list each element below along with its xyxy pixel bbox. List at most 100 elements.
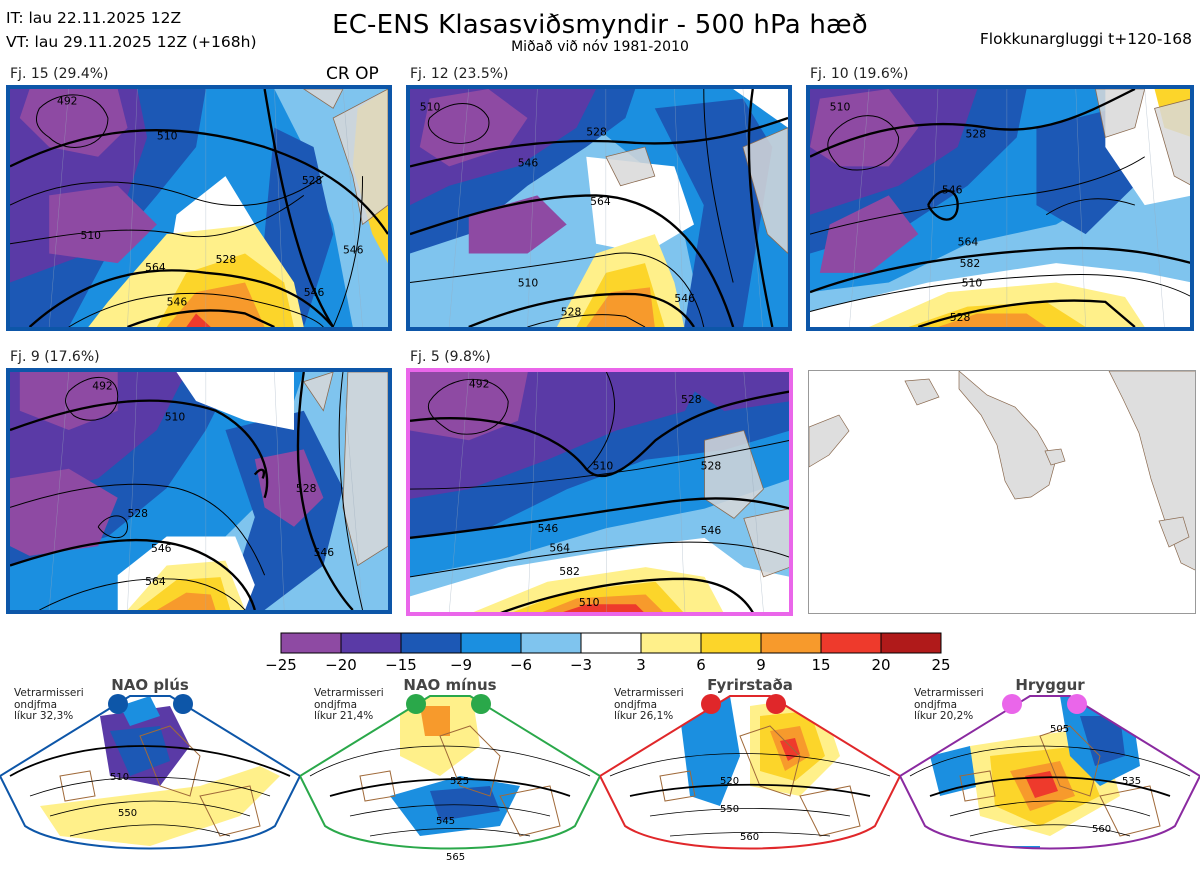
height-contour bbox=[263, 89, 335, 327]
graticule-line bbox=[127, 89, 138, 327]
height-contour bbox=[810, 246, 1190, 294]
contour-label: 546 bbox=[304, 286, 325, 299]
regime-marker-dot bbox=[406, 694, 426, 714]
height-contour bbox=[410, 440, 789, 490]
contour-label: 510 bbox=[579, 596, 600, 609]
anomaly-band bbox=[810, 89, 919, 167]
contour-label: 582 bbox=[960, 257, 981, 270]
graticule-line bbox=[342, 372, 363, 610]
regime-note: Vetrarmisseri ondjfma líkur 21,4% bbox=[314, 687, 384, 722]
graticule-line bbox=[449, 372, 470, 612]
graticule-line bbox=[674, 89, 685, 327]
regime-contour-label: 560 bbox=[740, 832, 759, 843]
height-contour bbox=[468, 292, 695, 327]
contour-label: 546 bbox=[518, 156, 539, 169]
graticule-line bbox=[48, 89, 70, 327]
graticule-line bbox=[274, 89, 285, 327]
colorbar-swatch bbox=[700, 632, 762, 654]
regime-marker-dot bbox=[1002, 694, 1022, 714]
landmass bbox=[743, 508, 789, 578]
height-contour bbox=[827, 115, 900, 171]
height-contour bbox=[10, 538, 256, 610]
regime-marker-dot bbox=[701, 694, 721, 714]
colorbar-tick-label: 3 bbox=[636, 656, 646, 674]
contour-label: 528 bbox=[302, 174, 323, 187]
contour-label: 528 bbox=[586, 125, 607, 138]
regime-contour bbox=[649, 808, 851, 817]
regime-marker-dot bbox=[173, 694, 193, 714]
init-time: IT: lau 22.11.2025 12Z bbox=[6, 9, 182, 27]
height-contour bbox=[410, 252, 705, 327]
graticule-line bbox=[743, 372, 764, 612]
anomaly-band bbox=[937, 313, 1047, 327]
regime-contour bbox=[629, 783, 871, 797]
landmass bbox=[1154, 98, 1190, 186]
landmass bbox=[342, 372, 388, 567]
contour-label: 546 bbox=[701, 524, 722, 537]
height-contour bbox=[10, 399, 269, 499]
contour-label: 546 bbox=[151, 542, 172, 555]
contour-label: 528 bbox=[681, 393, 702, 406]
regime-contour bbox=[909, 745, 1191, 777]
colorbar-swatch bbox=[280, 632, 342, 654]
regime-anomaly-blob bbox=[430, 786, 500, 821]
regime-marker-dot bbox=[471, 694, 491, 714]
contour-label: 510 bbox=[962, 276, 983, 289]
regime-anomaly-blob bbox=[780, 738, 800, 761]
contour-label: 564 bbox=[145, 261, 166, 274]
anomaly-field: 510 528 546 564 510 528 546 bbox=[410, 89, 788, 327]
height-contour bbox=[97, 515, 129, 539]
graticule-line bbox=[527, 89, 538, 327]
panel-label-2: Fj. 12 (23.5%) bbox=[410, 66, 509, 82]
landmass bbox=[303, 372, 334, 412]
colorbar-swatch bbox=[460, 632, 522, 654]
regime-fan-map: 520 550 560 bbox=[600, 695, 900, 850]
height-contour bbox=[10, 195, 305, 245]
anomaly-band bbox=[654, 98, 773, 327]
contour-label: 510 bbox=[593, 460, 614, 473]
colorbar-tick-label: −20 bbox=[325, 656, 357, 674]
valid-time: VT: lau 29.11.2025 12Z (+168h) bbox=[6, 33, 257, 51]
contour-label: 564 bbox=[549, 542, 570, 555]
colorbar-tick-label: −25 bbox=[265, 656, 297, 674]
regime-anomaly-blob bbox=[110, 726, 170, 776]
regime-title: Fyrirstaða bbox=[707, 676, 793, 694]
cluster-map-1: 492 510 528 546 564 546 510 528 546 bbox=[6, 85, 392, 331]
anomaly-band bbox=[733, 89, 788, 128]
regime-border bbox=[900, 695, 1200, 850]
contour-label: 582 bbox=[559, 565, 580, 578]
regime-contour bbox=[369, 828, 531, 837]
chart-title: EC-ENS Klasasviðsmyndir - 500 hPa hæð bbox=[332, 10, 868, 40]
graticule-line bbox=[127, 372, 138, 610]
regime-border bbox=[300, 695, 600, 850]
contour-label: 528 bbox=[128, 507, 149, 520]
regime-contour-label: 565 bbox=[446, 852, 465, 863]
height-contour bbox=[35, 94, 109, 148]
contour-label: 546 bbox=[343, 244, 364, 257]
colorbar-swatch bbox=[340, 632, 402, 654]
anomaly-field: 492 510 528 546 564 546 510 528 546 bbox=[10, 89, 388, 327]
contour-label: 528 bbox=[950, 311, 971, 324]
colorbar-swatch bbox=[820, 632, 882, 654]
regime-marker-dot bbox=[1067, 694, 1087, 714]
height-contour bbox=[10, 175, 324, 206]
regime-anomaly-blob bbox=[1080, 716, 1125, 766]
colorbar-tick-label: 15 bbox=[811, 656, 831, 674]
colorbar-swatch bbox=[580, 632, 642, 654]
regime-contour bbox=[929, 776, 1171, 797]
regime-border bbox=[0, 695, 300, 850]
regime-fan-map: 510 550 bbox=[0, 695, 300, 850]
chart-subtitle: Miðað við nóv 1981-2010 bbox=[511, 39, 689, 55]
contour-label: 564 bbox=[145, 575, 166, 588]
regime-border bbox=[600, 695, 900, 850]
contour-label: 546 bbox=[674, 292, 695, 305]
anomaly-band bbox=[254, 449, 324, 527]
regime-fan-map: 505 535 560 bbox=[900, 695, 1200, 850]
colorbar-swatch bbox=[520, 632, 582, 654]
contour-label: 492 bbox=[92, 379, 113, 392]
colorbar-tick-label: −3 bbox=[569, 656, 593, 674]
graticule-line bbox=[274, 372, 285, 610]
colorbar-tick-label: 20 bbox=[871, 656, 891, 674]
regime-contour bbox=[309, 745, 591, 777]
regime-contour bbox=[69, 824, 231, 837]
